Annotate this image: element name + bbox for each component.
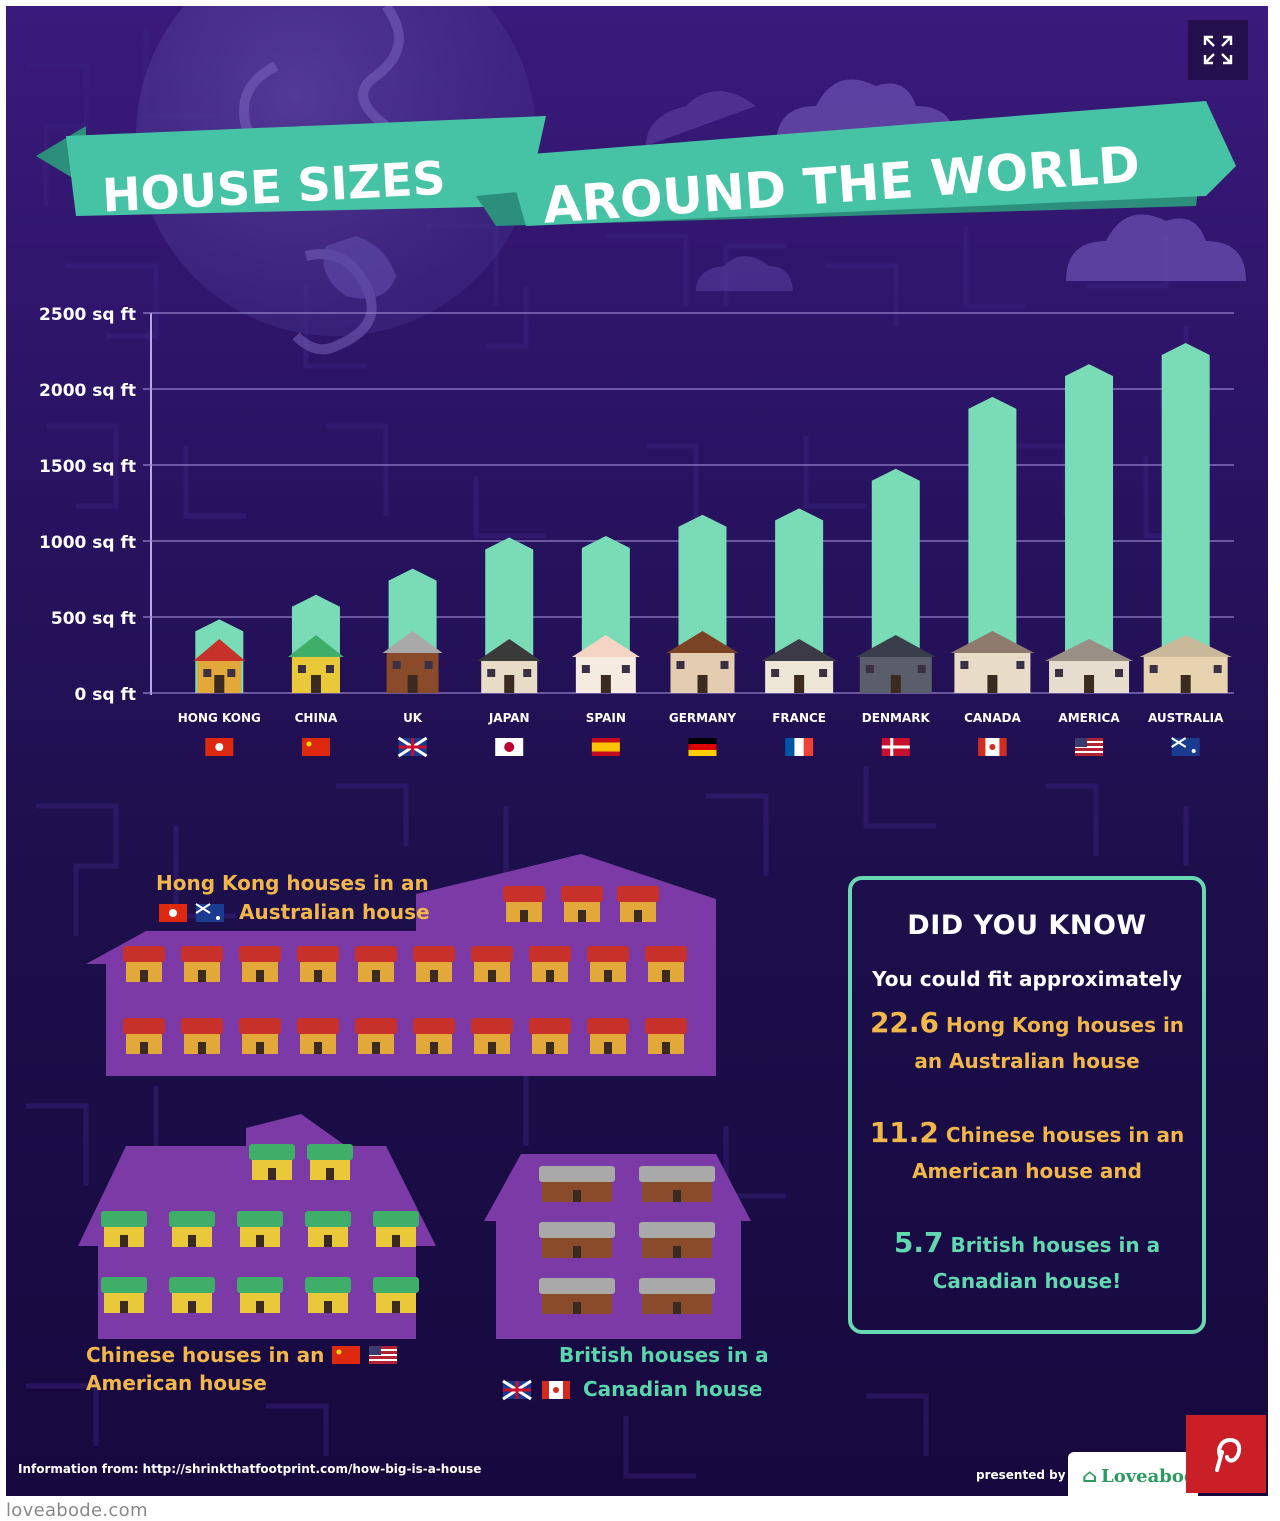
flag-china-icon xyxy=(332,1346,360,1364)
source-caption: loveabode.com xyxy=(6,1500,148,1521)
cn-us-label-line2: American house xyxy=(86,1371,267,1395)
y-tick-label: 500 sq ft xyxy=(51,609,136,629)
y-tick-label: 1000 sq ft xyxy=(39,533,136,553)
house-icon-uk xyxy=(382,631,443,693)
x-label-japan: JAPAN xyxy=(488,711,530,725)
house-icon-denmark xyxy=(855,635,936,693)
uk-ca-label-line2: Canadian house xyxy=(583,1377,762,1401)
did-you-know-intro: You could fit approximately xyxy=(872,967,1182,991)
uk-ca-label-line1: British houses in a xyxy=(559,1343,769,1367)
fact-cn-us: 11.2 Chinese houses in an American house… xyxy=(866,1115,1188,1189)
hk-au-label-line2: Australian house xyxy=(239,900,430,924)
house-icon-spain xyxy=(571,635,640,693)
y-tick-label: 2500 sq ft xyxy=(39,305,136,325)
flag-china-icon xyxy=(301,738,330,756)
chart-house-icons xyxy=(193,631,1232,693)
house-logo-icon: ⌂ xyxy=(1082,1465,1098,1487)
fact-hk-au-number: 22.6 xyxy=(869,1006,940,1039)
x-label-hong-kong: HONG KONG xyxy=(178,711,261,725)
title-banner: HOUSE SIZES AROUND THE WORLD xyxy=(36,101,1236,235)
loveabode-logo[interactable]: ⌂ Loveabode xyxy=(1068,1452,1198,1496)
x-label-australia: AUSTRALIA xyxy=(1148,711,1224,725)
uk-in-canadian-house: British houses in a Canadian house xyxy=(484,1154,769,1401)
expand-button[interactable] xyxy=(1188,20,1248,80)
x-axis-labels: HONG KONG CHINA UK JAPAN SPAIN GERMANY FRANCE D… xyxy=(178,711,1224,758)
fact-hk-au: 22.6 Hong Kong houses in an Australian h… xyxy=(866,1005,1188,1079)
fact-uk-ca-text: British houses in a Canadian house! xyxy=(932,1233,1161,1293)
flag-uk-icon xyxy=(397,736,428,758)
bar-chart: 0 sq ft 500 sq ft 1000 sq ft 1500 sq ft 2000… xyxy=(39,305,1234,758)
pinterest-icon xyxy=(1215,1437,1242,1472)
expand-icon xyxy=(1203,35,1233,65)
infographic-canvas: HOUSE SIZES AROUND THE WORLD 0 sq ft 500 … xyxy=(26,6,1246,1479)
fact-uk-ca-number: 5.7 xyxy=(893,1226,944,1259)
house-icon-germany xyxy=(666,631,739,693)
fact-uk-ca: 5.7 British houses in a Canadian house! xyxy=(866,1225,1188,1299)
logo-text: Loveabode xyxy=(1101,1465,1198,1487)
flag-australia-icon xyxy=(195,903,224,922)
uk-grid-houses xyxy=(539,1166,715,1314)
pinterest-button[interactable] xyxy=(1186,1415,1266,1493)
bar-australia xyxy=(1161,342,1210,693)
house-icon-hong-kong xyxy=(193,639,246,693)
did-you-know-heading: DID YOU KNOW xyxy=(907,910,1147,941)
infographic: HOUSE SIZES AROUND THE WORLD 0 sq ft 500 … xyxy=(6,6,1268,1496)
house-icon-china xyxy=(287,635,344,693)
flag-hong-kong-icon xyxy=(159,904,187,922)
flag-america-icon xyxy=(1075,738,1104,756)
house-icon-australia xyxy=(1139,635,1232,693)
flag-usa-icon xyxy=(369,1346,397,1364)
flag-australia-icon xyxy=(1171,737,1200,756)
y-tick-label: 0 sq ft xyxy=(75,685,136,705)
fact-hk-au-text: Hong Kong houses in an Australian house xyxy=(914,1013,1185,1073)
x-label-germany: GERMANY xyxy=(669,711,737,725)
bar-canada xyxy=(968,396,1017,693)
flag-hong-kong-icon xyxy=(205,738,234,756)
flag-spain-icon xyxy=(591,738,620,756)
flag-germany-icon xyxy=(688,738,717,756)
cn-grid-houses xyxy=(101,1144,419,1313)
house-icon-japan xyxy=(477,639,542,693)
fact-cn-us-number: 11.2 xyxy=(869,1116,939,1149)
flag-france-icon xyxy=(785,738,814,756)
source-credit: Information from: http://shrinkthatfootp… xyxy=(18,1462,482,1476)
x-label-denmark: DENMARK xyxy=(862,711,931,725)
x-label-uk: UK xyxy=(403,711,423,725)
x-label-canada: CANADA xyxy=(964,711,1021,725)
house-icon-france xyxy=(761,639,838,693)
y-axis-tick-labels: 0 sq ft 500 sq ft 1000 sq ft 1500 sq ft 2000… xyxy=(39,305,136,705)
flag-japan-icon xyxy=(495,738,524,756)
fact-cn-us-text: Chinese houses in an American house and xyxy=(912,1123,1185,1183)
presented-by-label: presented by xyxy=(976,1468,1066,1482)
flag-uk-icon xyxy=(502,1379,532,1401)
flag-denmark-icon xyxy=(881,738,910,756)
x-label-china: CHINA xyxy=(295,711,338,725)
house-icon-canada xyxy=(950,631,1035,693)
y-tick-label: 2000 sq ft xyxy=(39,381,136,401)
cn-us-label-line1: Chinese houses in an xyxy=(86,1343,324,1367)
y-tick-label: 1500 sq ft xyxy=(39,457,136,477)
hk-in-australian-house: Hong Kong houses in an Australian house xyxy=(86,854,716,1076)
cloud-decorations xyxy=(646,79,1246,291)
x-label-america: AMERICA xyxy=(1058,711,1120,725)
hk-au-label-line1: Hong Kong houses in an xyxy=(156,871,429,895)
flag-canada-icon xyxy=(978,738,1007,756)
x-label-spain: SPAIN xyxy=(586,711,626,725)
bar-america xyxy=(1065,364,1114,693)
house-icon-america xyxy=(1045,639,1134,693)
hk-grid-houses xyxy=(123,886,687,1054)
x-label-france: FRANCE xyxy=(772,711,826,725)
did-you-know-box: DID YOU KNOW You could fit approximately… xyxy=(848,876,1206,1334)
flag-canada-icon xyxy=(542,1381,570,1399)
bar-denmark xyxy=(871,468,920,693)
china-in-american-house: Chinese houses in an American house xyxy=(78,1114,436,1395)
